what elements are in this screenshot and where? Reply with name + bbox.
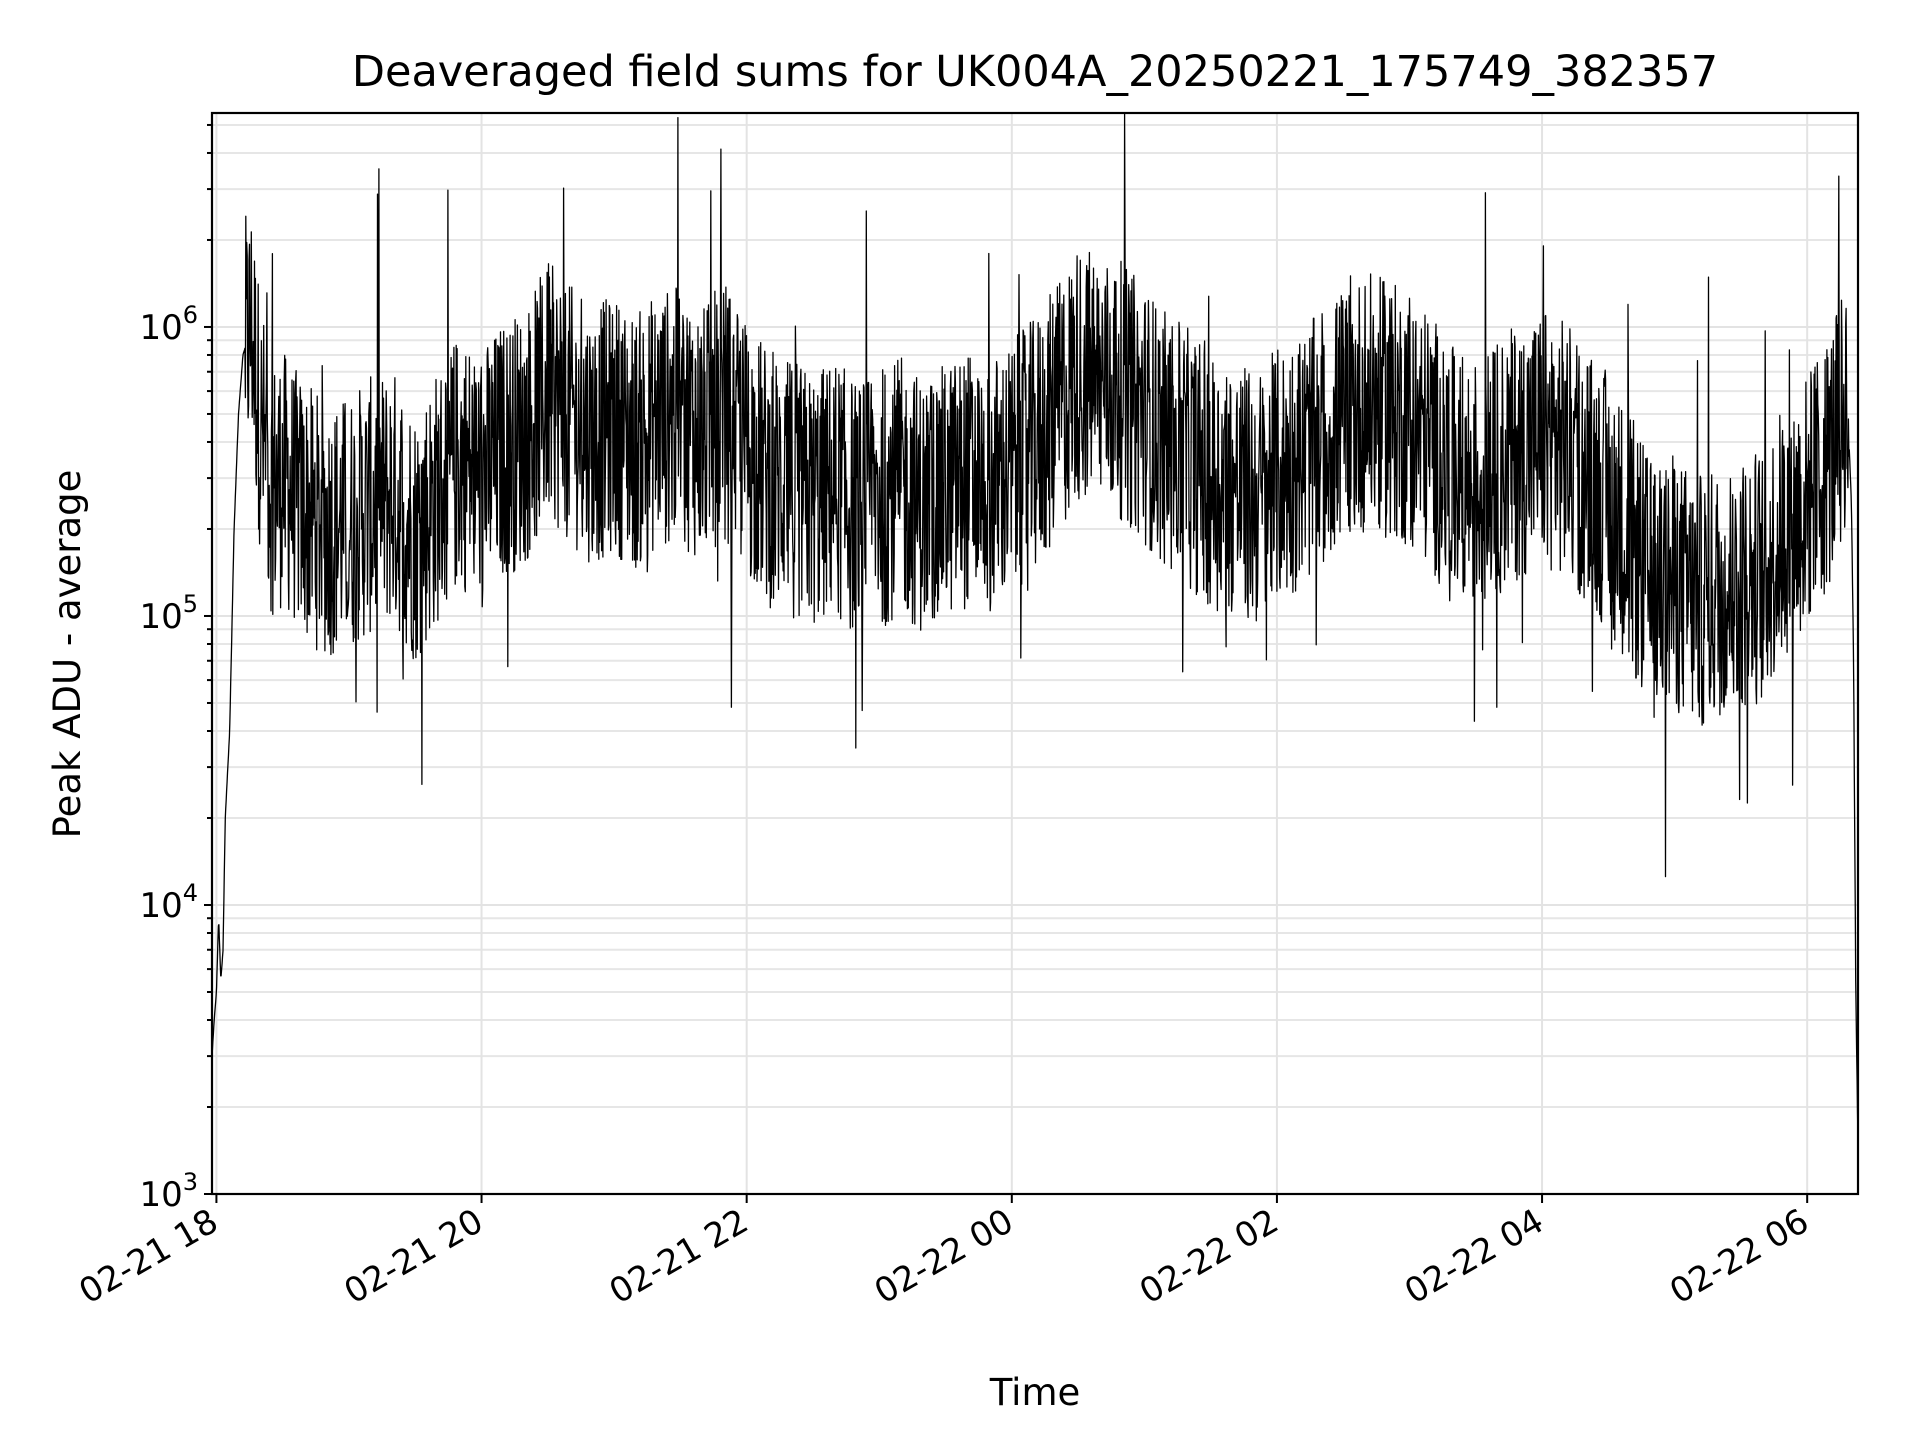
y-tick-label: 103 <box>139 1168 198 1215</box>
x-axis-label: Time <box>989 1371 1081 1414</box>
plot-frame <box>210 111 1860 1196</box>
chart-title: Deaveraged field sums for UK004A_2025022… <box>352 47 1718 97</box>
x-tick-label: 02-22 02 <box>1133 1201 1285 1312</box>
x-tick-label: 02-21 18 <box>73 1201 225 1312</box>
y-axis-label: Peak ADU - average <box>46 470 89 839</box>
x-tick-label: 02-21 22 <box>603 1201 755 1312</box>
ticks: 103 104 105 106 02-21 18 02-21 20 02-21 22 02-2… <box>73 123 1816 1312</box>
grid <box>212 113 1858 1195</box>
y-tick-label: 105 <box>139 590 198 637</box>
x-tick-label: 02-22 06 <box>1663 1201 1815 1312</box>
x-tick-label: 02-22 00 <box>868 1201 1020 1312</box>
x-tick-label: 02-22 04 <box>1398 1201 1550 1312</box>
y-tick-label: 104 <box>139 879 198 926</box>
x-tick-label: 02-21 20 <box>338 1201 490 1312</box>
series-line <box>211 112 1859 1144</box>
y-tick-label: 106 <box>139 301 198 348</box>
